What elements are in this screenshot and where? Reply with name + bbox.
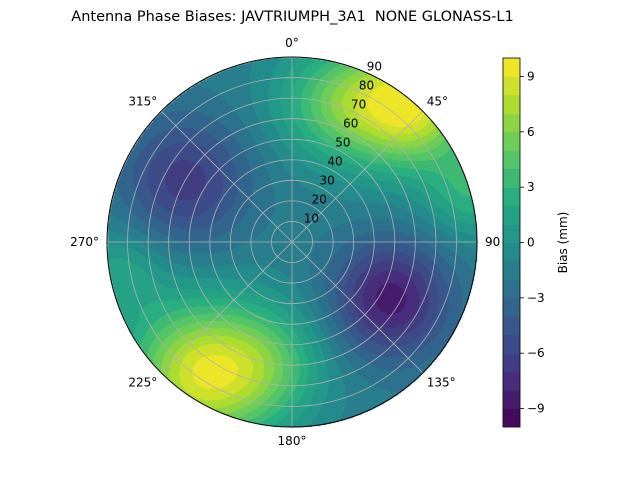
radial-tick-label: 90 — [367, 59, 382, 73]
angular-tick-label: 315° — [128, 94, 157, 108]
colorbar-tick-label: 0 — [527, 236, 535, 250]
radial-tick-label: 70 — [351, 97, 366, 111]
angular-gridline — [291, 241, 424, 374]
radial-tick-label: 30 — [320, 173, 335, 187]
angular-tick-label: 225° — [128, 376, 157, 390]
colorbar-tick-label: 3 — [527, 180, 535, 194]
colorbar-tick-label: 9 — [527, 69, 535, 83]
polar-frame — [106, 56, 478, 428]
radial-tick-label: 10 — [304, 211, 319, 225]
radial-tick-label: 60 — [343, 116, 358, 130]
angular-tick-label: 135° — [427, 376, 456, 390]
colorbar-label: Bias (mm) — [556, 212, 570, 274]
colorbar-tick-label: −6 — [527, 346, 545, 360]
chart-title: Antenna Phase Biases: JAVTRIUMPH_3A1 NON… — [71, 9, 514, 25]
angular-gridline — [160, 110, 293, 243]
colorbar-tick-label: −3 — [527, 291, 545, 305]
angular-tick-label: 180° — [278, 434, 307, 448]
angular-tick-label: 45° — [427, 94, 448, 108]
radial-tick-label: 80 — [359, 78, 374, 92]
angular-tick-label: 0° — [285, 36, 299, 50]
colorbar-tick-label: 6 — [527, 125, 535, 139]
radial-tick-label: 40 — [327, 154, 342, 168]
angular-tick-label: 90 — [485, 235, 500, 249]
radial-tick-label: 20 — [312, 192, 327, 206]
radial-tick-label: 50 — [335, 135, 350, 149]
angular-tick-label: 270° — [70, 235, 99, 249]
angular-gridline — [160, 241, 293, 374]
colorbar-frame — [502, 57, 521, 428]
colorbar-tick-label: −9 — [527, 402, 545, 416]
angular-gridline — [291, 110, 424, 243]
